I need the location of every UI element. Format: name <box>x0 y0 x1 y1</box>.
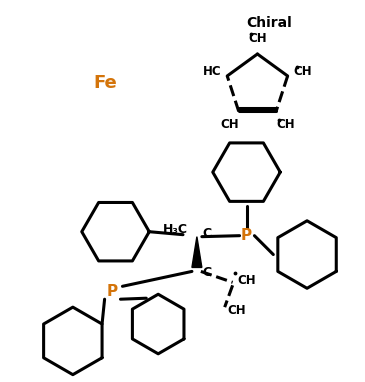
Text: H₃C: H₃C <box>162 223 188 236</box>
Text: CH: CH <box>248 32 267 45</box>
Text: CH: CH <box>237 274 256 287</box>
Text: CH: CH <box>220 118 239 131</box>
Text: C: C <box>202 227 211 240</box>
Text: CH: CH <box>276 118 295 131</box>
Text: P: P <box>107 284 118 299</box>
Text: HC: HC <box>203 65 222 78</box>
Text: CH: CH <box>227 304 246 317</box>
Polygon shape <box>192 237 202 267</box>
Text: Chiral: Chiral <box>246 16 292 30</box>
Text: CH: CH <box>293 65 312 78</box>
Text: Fe: Fe <box>94 74 118 92</box>
Text: P: P <box>241 228 252 243</box>
Text: C: C <box>202 266 211 279</box>
